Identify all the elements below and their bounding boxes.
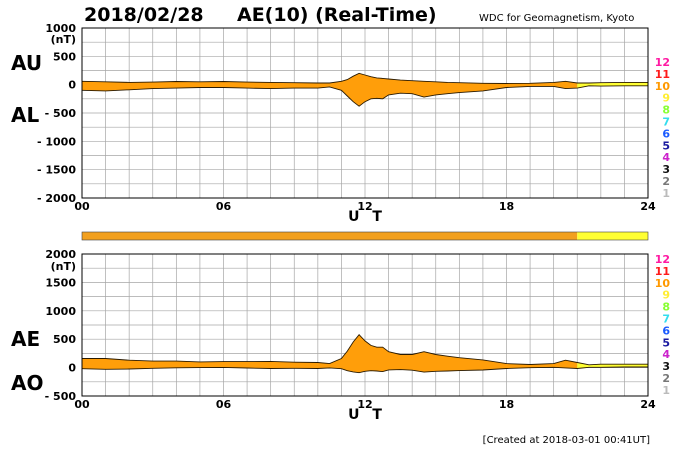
x-tick-label: 00: [74, 398, 90, 411]
panel-ae-ao-x-ticks: 00 06 12 18 24: [74, 398, 656, 411]
station-count-8: 8: [662, 301, 670, 314]
station-count-8: 8: [662, 104, 670, 117]
station-count-5: 5: [662, 139, 670, 152]
station-count-12: 12: [655, 56, 670, 69]
ae-label: AE: [11, 327, 40, 351]
station-count-11: 11: [655, 68, 670, 81]
x-tick-label: 00: [74, 200, 90, 213]
panel-ae-ao-unit: (nT): [51, 260, 76, 273]
x-tick-label: 18: [499, 200, 514, 213]
panel-au-al-border: [81, 27, 649, 199]
panel-ae-ao: 2000 1500 1000 500 0 - 500 00 06 12 18 24 (nT) AE…: [11, 248, 656, 423]
x-tick-label: 12: [357, 200, 372, 213]
panel-au-al-y-ticks: 1000 500 0 - 500 - 1000 - 1500 - 2000: [37, 22, 76, 205]
ao-label: AO: [11, 371, 43, 395]
station-count-6: 6: [662, 127, 670, 140]
chart-title: AE(10) (Real-Time): [237, 4, 437, 26]
station-count-10: 10: [655, 80, 671, 93]
panel-au-al: 1000 500 0 - 500 - 1000 - 1500 - 2000 00 06 12 18…: [11, 22, 656, 225]
station-count-1: 1: [662, 187, 670, 200]
area-fill-yellow: [577, 82, 648, 89]
station-bar-segment: [577, 232, 648, 240]
y-tick-label: 500: [53, 50, 76, 63]
station-count-7: 7: [662, 116, 670, 129]
panel-au-al-areas: [81, 72, 648, 107]
series-line-ae: [82, 334, 648, 366]
station-count-10: 10: [655, 277, 671, 290]
series-line-al: [81, 85, 648, 107]
panel-au-al-unit: (nT): [51, 33, 76, 46]
station-bar-segment: [82, 232, 578, 240]
x-tick-label: 12: [357, 398, 372, 411]
source-label: WDC for Geomagnetism, Kyoto: [479, 13, 634, 24]
panel-au-al-x-ticks: 00 06 12 18 24: [74, 200, 656, 213]
created-timestamp: [Created at 2018-03-01 00:41UT]: [483, 435, 650, 446]
series-line-au: [81, 72, 648, 84]
station-count-5: 5: [662, 336, 670, 349]
x-tick-label: 24: [640, 200, 656, 213]
y-tick-label: - 500: [45, 107, 77, 120]
station-count-2: 2: [662, 175, 670, 188]
y-tick-label: 0: [68, 79, 76, 92]
station-count-4: 4: [662, 151, 670, 164]
station-count-3: 3: [662, 163, 670, 176]
y-tick-label: 0: [68, 362, 76, 375]
x-tick-label: 06: [216, 200, 232, 213]
panel-ae-ao-border: [81, 253, 649, 397]
station-count-4: 4: [662, 348, 670, 361]
station-count-3: 3: [662, 360, 670, 373]
y-tick-label: 1000: [45, 305, 76, 318]
y-tick-label: - 1500: [37, 164, 76, 177]
area-fill-orange: [82, 73, 578, 107]
y-tick-label: - 1000: [37, 135, 76, 148]
au-label: AU: [11, 51, 42, 75]
y-tick-label: 1500: [45, 276, 76, 289]
series-line-ao: [81, 366, 648, 374]
station-count-12: 12: [655, 253, 670, 266]
x-tick-label: 06: [216, 398, 232, 411]
date-label: 2018/02/28: [84, 4, 204, 26]
station-bar-border: [81, 231, 649, 241]
y-tick-label: - 2000: [37, 192, 76, 205]
panel-ae-ao-areas: [81, 334, 648, 374]
al-label: AL: [11, 103, 39, 127]
station-count-bar: [81, 231, 649, 241]
panel-ae-ao-x-label: U T: [348, 407, 386, 423]
x-tick-label: 18: [499, 398, 514, 411]
x-tick-label: 24: [640, 398, 656, 411]
station-count-2: 2: [662, 372, 670, 385]
station-count-11: 11: [655, 265, 670, 278]
station-count-9: 9: [662, 289, 670, 302]
panel-ae-ao-y-ticks: 2000 1500 1000 500 0 - 500: [45, 248, 77, 403]
panel-au-al-grid: [82, 28, 648, 198]
panel-au-al-x-label: U T: [348, 209, 386, 225]
y-tick-label: 2000: [45, 248, 76, 261]
station-count-6: 6: [662, 324, 670, 337]
area-fill-orange: [82, 334, 578, 373]
station-count-7: 7: [662, 313, 670, 326]
y-tick-label: 500: [53, 333, 76, 346]
station-count-9: 9: [662, 92, 670, 105]
station-count-1: 1: [662, 384, 670, 397]
panel-ae-ao-grid: [82, 254, 648, 396]
y-tick-label: 1000: [45, 22, 76, 35]
y-tick-label: - 500: [45, 390, 77, 403]
